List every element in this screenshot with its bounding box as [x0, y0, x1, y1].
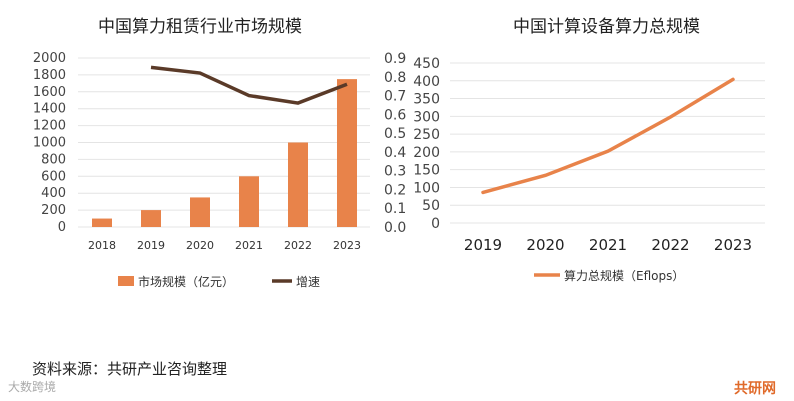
legend-label-line: 增速	[296, 275, 320, 289]
y-tick-label: 1600	[33, 85, 66, 100]
bar	[288, 142, 308, 227]
bar	[190, 197, 210, 227]
right-chart-title: 中国计算设备算力总规模	[513, 17, 700, 37]
y-tick-label: 600	[41, 169, 66, 184]
y-tick-label: 450	[413, 56, 440, 72]
source-note: 资料来源：共研产业咨询整理	[32, 360, 228, 378]
y-tick-label: 50	[422, 198, 440, 214]
y-tick-label: 200	[413, 145, 440, 161]
y-tick-label: 1200	[33, 119, 66, 134]
x-tick-label: 2022	[284, 239, 312, 252]
y2-tick-label: 0.2	[384, 182, 406, 198]
y-tick-label: 200	[41, 203, 66, 218]
y-tick-label: 1800	[33, 68, 66, 83]
y-tick-label: 100	[413, 180, 440, 196]
y-tick-label: 1000	[33, 136, 66, 151]
y-tick-label: 1400	[33, 102, 66, 117]
legend-label-bar: 市场规模（亿元）	[138, 274, 234, 289]
bar	[92, 218, 112, 227]
y-tick-label: 150	[413, 163, 440, 179]
x-tick-label: 2020	[526, 236, 564, 254]
x-tick-label: 2023	[714, 236, 752, 254]
logo: 共研网	[734, 381, 776, 397]
x-tick-label: 2021	[589, 236, 627, 254]
bar	[337, 79, 357, 227]
y-tick-label: 400	[41, 186, 66, 201]
y2-tick-label: 0.9	[384, 51, 406, 67]
y2-tick-label: 0.1	[384, 201, 406, 217]
y-tick-label: 2000	[33, 51, 66, 66]
legend-label-line: 算力总规模（Eflops）	[564, 268, 684, 283]
y-tick-label: 400	[413, 74, 440, 90]
bar	[141, 210, 161, 227]
y2-tick-label: 0.4	[384, 145, 406, 161]
y2-tick-label: 0.8	[384, 70, 406, 86]
x-tick-label: 2019	[137, 239, 165, 252]
y-tick-label: 0	[58, 220, 66, 235]
legend-swatch-bar	[118, 276, 134, 286]
x-tick-label: 2018	[88, 239, 116, 252]
y-tick-label: 0	[431, 216, 440, 232]
x-tick-label: 2021	[235, 239, 263, 252]
y2-tick-label: 0.6	[384, 107, 406, 123]
y2-tick-label: 0.3	[384, 164, 406, 180]
x-tick-label: 2019	[464, 236, 502, 254]
x-tick-label: 2023	[333, 239, 361, 252]
y-tick-label: 350	[413, 92, 440, 108]
y2-tick-label: 0.5	[384, 126, 406, 142]
left-chart-title: 中国算力租赁行业市场规模	[98, 17, 302, 37]
y-tick-label: 300	[413, 109, 440, 125]
y2-tick-label: 0.7	[384, 89, 406, 105]
watermark: 大数跨境	[8, 380, 57, 394]
x-tick-label: 2020	[186, 239, 214, 252]
y2-tick-label: 0.0	[384, 220, 406, 236]
y-tick-label: 250	[413, 127, 440, 143]
bar	[239, 176, 259, 227]
growth-line	[150, 65, 348, 105]
y-tick-label: 800	[41, 152, 66, 167]
compute-line	[481, 77, 735, 195]
x-tick-label: 2022	[651, 236, 689, 254]
